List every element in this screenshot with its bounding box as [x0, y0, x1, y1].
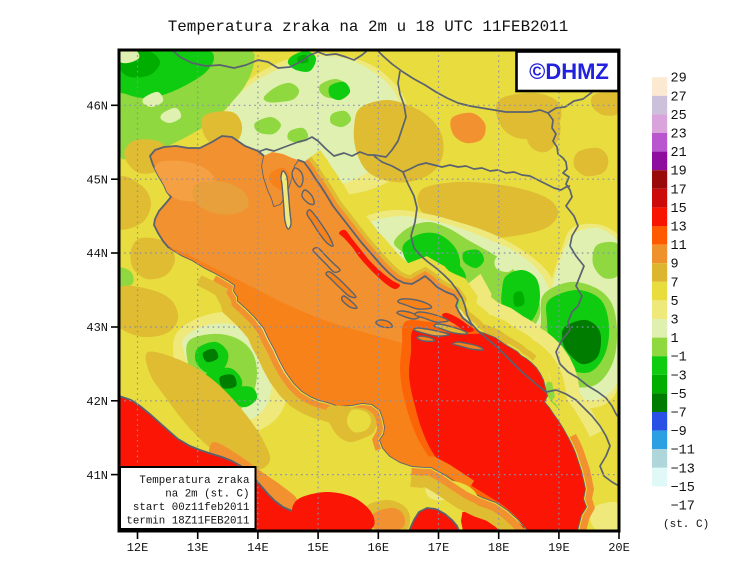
svg-text:5: 5 — [671, 295, 679, 310]
svg-text:−17: −17 — [671, 500, 695, 515]
svg-text:13: 13 — [671, 221, 687, 236]
svg-text:15E: 15E — [307, 541, 329, 555]
svg-text:29: 29 — [671, 72, 687, 87]
svg-text:17E: 17E — [428, 541, 450, 555]
svg-text:43N: 43N — [86, 321, 108, 335]
svg-text:27: 27 — [671, 90, 687, 105]
svg-text:−15: −15 — [671, 481, 695, 496]
svg-text:−9: −9 — [671, 425, 687, 440]
svg-text:18E: 18E — [488, 541, 510, 555]
svg-text:45N: 45N — [86, 173, 108, 187]
svg-text:17: 17 — [671, 183, 687, 198]
svg-text:©DHMZ: ©DHMZ — [529, 59, 609, 84]
svg-text:7: 7 — [671, 276, 679, 291]
svg-text:19E: 19E — [548, 541, 570, 555]
svg-text:25: 25 — [671, 109, 687, 124]
svg-text:21: 21 — [671, 146, 687, 161]
svg-text:14E: 14E — [247, 541, 269, 555]
svg-text:−5: −5 — [671, 388, 687, 403]
svg-text:−1: −1 — [671, 351, 687, 366]
svg-text:Temperatura zraka: Temperatura zraka — [139, 475, 250, 487]
svg-text:(st. C): (st. C) — [663, 519, 709, 531]
svg-text:46N: 46N — [86, 100, 108, 114]
svg-text:−11: −11 — [671, 444, 695, 459]
svg-text:41N: 41N — [86, 469, 108, 483]
svg-text:na 2m (st. C): na 2m (st. C) — [165, 489, 249, 501]
svg-text:20E: 20E — [608, 541, 630, 555]
svg-text:start 00z11feb2011: start 00z11feb2011 — [133, 502, 250, 514]
svg-text:Temperatura zraka na 2m u 18 U: Temperatura zraka na 2m u 18 UTC 11FEB20… — [168, 18, 569, 36]
svg-text:3: 3 — [671, 314, 679, 329]
svg-text:15: 15 — [671, 202, 687, 217]
svg-text:−7: −7 — [671, 407, 687, 422]
svg-text:11: 11 — [671, 239, 687, 254]
svg-text:13E: 13E — [187, 541, 209, 555]
svg-text:44N: 44N — [86, 247, 108, 261]
svg-text:42N: 42N — [86, 395, 108, 409]
svg-text:9: 9 — [671, 258, 679, 273]
svg-text:termin 18Z11FEB2011: termin 18Z11FEB2011 — [126, 516, 249, 528]
svg-text:−13: −13 — [671, 462, 695, 477]
svg-text:1: 1 — [671, 332, 679, 347]
svg-text:23: 23 — [671, 128, 687, 143]
svg-text:12E: 12E — [127, 541, 149, 555]
svg-text:19: 19 — [671, 165, 687, 180]
svg-text:16E: 16E — [367, 541, 389, 555]
svg-text:−3: −3 — [671, 369, 687, 384]
